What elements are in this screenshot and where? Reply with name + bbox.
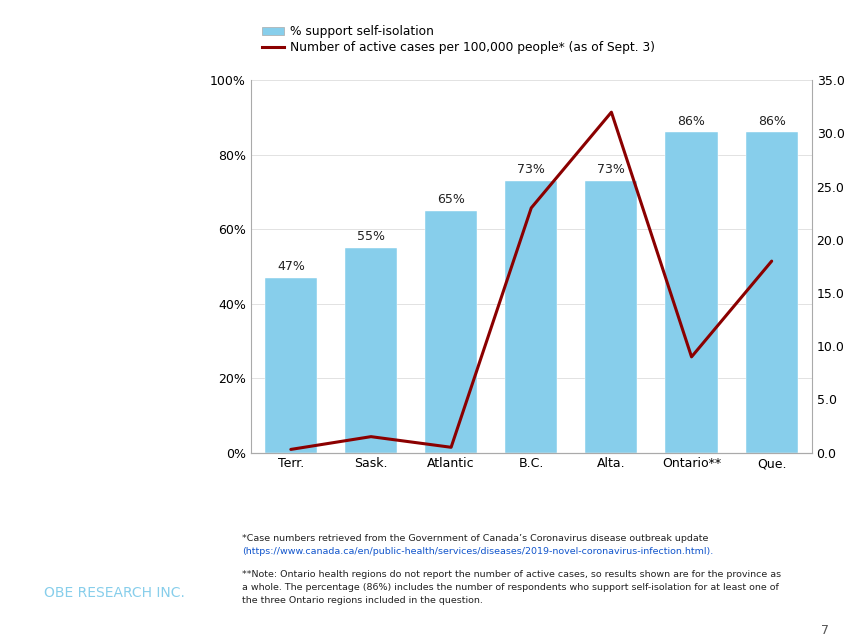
Text: Total number of active cases in Manitoba: 457 (33.1 per 100,000): Total number of active cases in Manitoba… (308, 498, 797, 510)
Text: the three Ontario regions included in the question.: the three Ontario regions included in th… (242, 596, 483, 605)
Bar (425, 211, 477, 453)
Text: 86%: 86% (677, 115, 706, 128)
Bar (264, 277, 317, 453)
Bar (666, 132, 717, 453)
Text: 86%: 86% (757, 115, 785, 128)
Text: OBE RESEARCH INC.: OBE RESEARCH INC. (44, 586, 185, 600)
Text: 73%: 73% (518, 163, 545, 177)
Bar (586, 181, 638, 453)
Text: 65%: 65% (437, 193, 465, 206)
Text: a whole. The percentage (86%) includes the number of respondents who support sel: a whole. The percentage (86%) includes t… (242, 583, 779, 592)
Legend: % support self-isolation, Number of active cases per 100,000 people* (as of Sept: % support self-isolation, Number of acti… (257, 21, 660, 59)
Text: (https://www.canada.ca/en/public-health/services/diseases/2019-novel-coronavirus: (https://www.canada.ca/en/public-health/… (242, 547, 713, 556)
Text: *Case numbers retrieved from the Government of Canada’s Coronavirus disease outb: *Case numbers retrieved from the Governm… (242, 534, 709, 543)
Text: **Note: Ontario health regions do not report the number of active cases, so resu: **Note: Ontario health regions do not re… (242, 570, 781, 579)
Text: PERCEIVED
NEED FOR SELF-
ISOLATION
DIFFERS FROM
RATIO OF ACTIVE
CASES IN EACH
PR: PERCEIVED NEED FOR SELF- ISOLATION DIFFE… (17, 19, 184, 158)
Text: Base: All respondents (N=1,049): Base: All respondents (N=1,049) (17, 558, 189, 568)
Text: 7: 7 (821, 624, 829, 637)
Bar (745, 132, 797, 453)
Bar (345, 248, 397, 453)
Text: 55%: 55% (357, 230, 385, 243)
Bar (505, 181, 558, 453)
Text: 47%: 47% (277, 260, 305, 273)
Text: 73%: 73% (598, 163, 626, 177)
Text: E1. “…For each of the provinces or
regions below, please indicate if
you think p: E1. “…For each of the provinces or regio… (17, 321, 185, 413)
Text: PR: PR (17, 586, 38, 600)
